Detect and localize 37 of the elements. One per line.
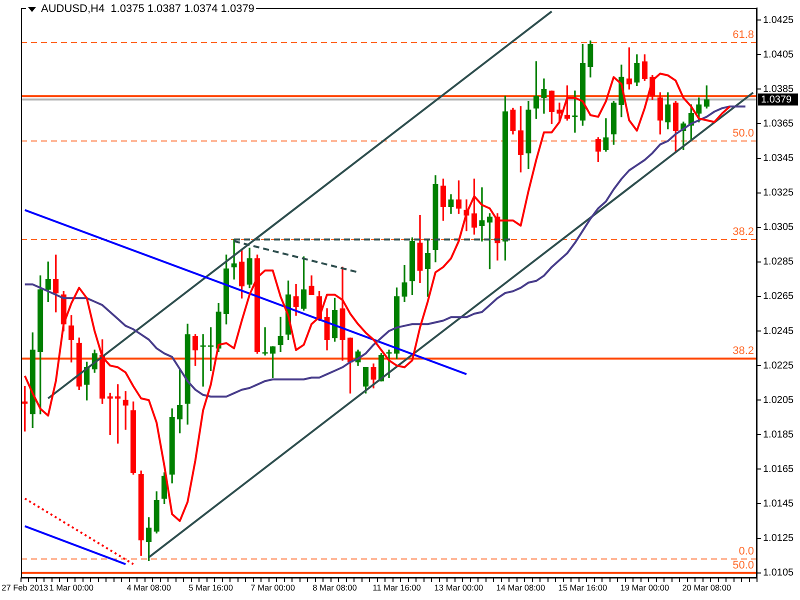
y-tick-label: 1.0305 <box>763 222 794 234</box>
x-tick-label: 5 Mar 16:00 <box>188 582 234 592</box>
x-tick-label: 14 Mar 08:00 <box>496 582 546 592</box>
annotation: 0.0 <box>738 546 754 558</box>
y-tick-label: 1.0125 <box>763 533 794 544</box>
y-tick-label: 1.0205 <box>763 394 794 406</box>
annotation: 61.8 <box>732 29 754 42</box>
y-tick-label: 1.0345 <box>763 153 794 164</box>
y-tick-label: 1.0165 <box>763 464 794 475</box>
x-tick-label: 13 Mar 00:00 <box>434 582 484 592</box>
y-tick-label: 1.0325 <box>763 188 794 199</box>
x-tick-label: 11 Mar 16:00 <box>372 582 422 592</box>
x-tick-label: 4 Mar 08:00 <box>126 582 172 592</box>
x-tick-label: 20 Mar 08:00 <box>682 582 732 592</box>
x-tick-label: 15 Mar 16:00 <box>558 582 608 592</box>
annotation: 38.2 <box>732 226 754 238</box>
annotation: 38.2 <box>732 345 754 358</box>
y-tick-label: 1.0145 <box>763 498 794 510</box>
x-tick-label: 27 Feb 2013 <box>2 582 49 592</box>
chart-title: AUDUSD,H4 1.0375 1.0387 1.0374 1.0379 <box>41 3 254 15</box>
y-tick-label: 1.0365 <box>763 118 794 130</box>
x-tick-label: 7 Mar 00:00 <box>250 582 296 592</box>
y-tick-label: 1.0185 <box>763 429 794 440</box>
y-tick-label: 1.0385 <box>763 84 794 95</box>
y-tick-label: 1.0245 <box>763 326 794 337</box>
x-tick-label: 19 Mar 00:00 <box>620 582 670 592</box>
y-tick-label: 1.0425 <box>763 14 794 26</box>
y-tick-label: 1.0285 <box>763 256 794 268</box>
ref-line-label: 1.0379 <box>761 94 792 106</box>
y-tick-label: 1.0405 <box>763 49 794 60</box>
y-tick-label: 1.0105 <box>763 568 794 579</box>
annotation: 50.0 <box>732 128 754 140</box>
annotation: 50.0 <box>732 559 754 572</box>
y-tick-label: 1.0265 <box>763 291 794 302</box>
y-tick-label: 1.0225 <box>763 360 794 372</box>
x-tick-label: 1 Mar 00:00 <box>49 582 94 592</box>
x-tick-label: 8 Mar 08:00 <box>312 582 358 592</box>
